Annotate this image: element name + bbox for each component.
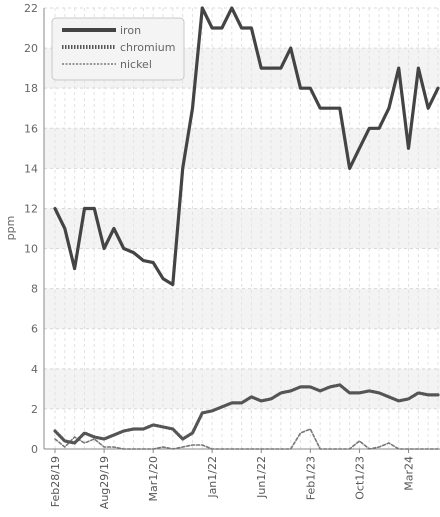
- grid: [44, 7, 440, 450]
- y-tick-label: 10: [24, 243, 38, 256]
- y-tick-label: 12: [24, 202, 38, 215]
- series-line-nickel: [54, 428, 439, 450]
- series-line-iron: [53, 6, 440, 287]
- x-tick-label: Mar24: [403, 456, 416, 491]
- y-tick-label: 8: [31, 283, 38, 296]
- x-tick-label: Jun1/22: [255, 456, 268, 499]
- x-tick-label: Mar1/20: [147, 456, 160, 501]
- y-tick-label: 0: [31, 443, 38, 456]
- x-tick-label: Feb1/23: [304, 456, 317, 500]
- x-tick-label: Feb28/19: [49, 456, 62, 507]
- x-tick-label: Oct1/23: [353, 456, 366, 500]
- y-tick-label: 16: [24, 122, 38, 135]
- plot-band: [44, 208, 440, 249]
- x-tick-label: Aug29/19: [98, 456, 111, 509]
- y-tick-label: 22: [24, 2, 38, 15]
- x-tick-labels: Feb28/19 Aug29/19 Mar1/20 Jan1/22 Jun1/22 Feb…: [49, 449, 416, 509]
- series-line-chromium: [53, 383, 440, 445]
- legend-label-iron: iron: [120, 24, 141, 37]
- series-layer: [53, 6, 440, 450]
- y-tick-label: 4: [31, 363, 38, 376]
- y-tick-label: 2: [31, 403, 38, 416]
- y-tick-labels: 0 2 4 6 8 10 12 14 16 18 20 22: [24, 2, 38, 456]
- y-axis-label: ppm: [4, 216, 17, 241]
- y-tick-label: 18: [24, 82, 38, 95]
- legend: iron chromium nickel: [51, 17, 185, 81]
- y-tick-label: 14: [24, 162, 38, 175]
- legend-label-chromium: chromium: [120, 41, 176, 54]
- legend-label-nickel: nickel: [120, 58, 152, 71]
- y-tick-label: 6: [31, 323, 38, 336]
- y-tick-label: 20: [24, 42, 38, 55]
- x-tick-label: Jan1/22: [206, 456, 219, 499]
